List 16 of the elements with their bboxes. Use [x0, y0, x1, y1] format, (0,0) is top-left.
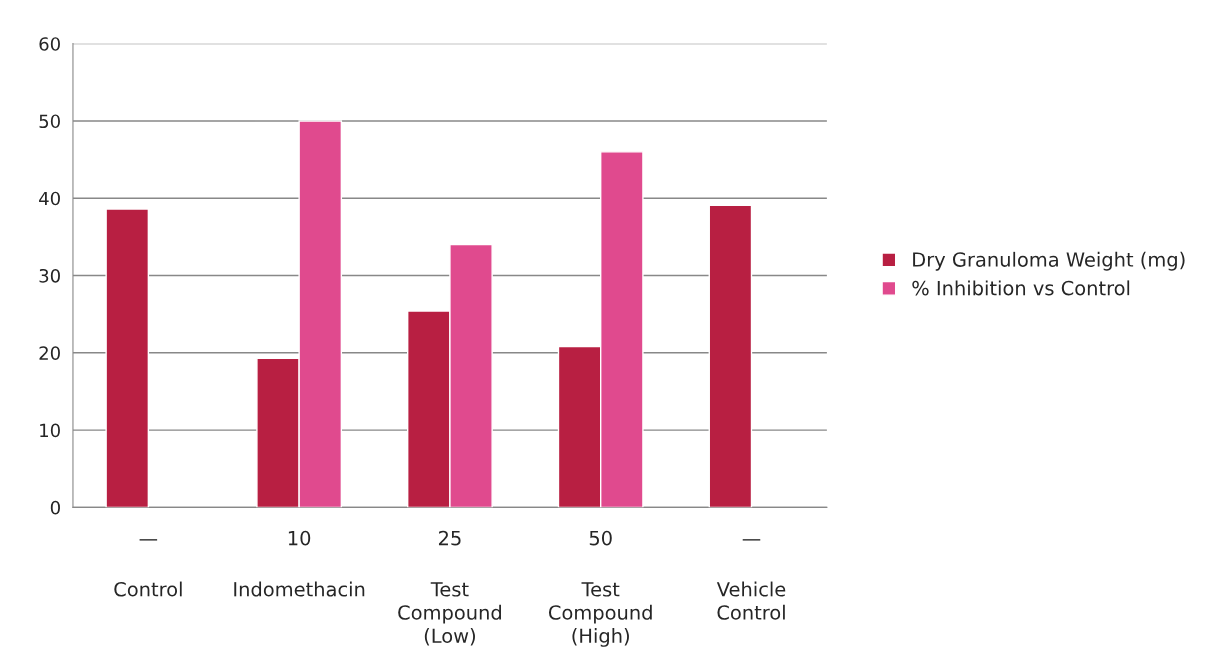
y-tick-label: 0 [50, 500, 60, 515]
y-tick-label: 60 [39, 37, 60, 51]
y-tick-label: 30 [39, 268, 60, 283]
category-label: 25 Test Compound (Low) [398, 530, 501, 646]
y-tick-label: 20 [39, 346, 60, 360]
y-tick-label: 50 [39, 114, 60, 129]
bar [105, 208, 150, 508]
category-label: — Control [114, 539, 182, 597]
legend-label: Dry Granuloma Weight (mg) [913, 251, 1185, 271]
category-label: 10 Indomethacin [234, 530, 365, 597]
category-label: — Vehicle Control [716, 539, 786, 620]
category-label: 50 Test Compound (High) [548, 530, 652, 647]
legend-label: % Inhibition vs Control [912, 280, 1130, 296]
y-tick-label: 10 [40, 423, 60, 438]
y-tick-label: 40 [39, 191, 60, 206]
bar [708, 204, 753, 508]
